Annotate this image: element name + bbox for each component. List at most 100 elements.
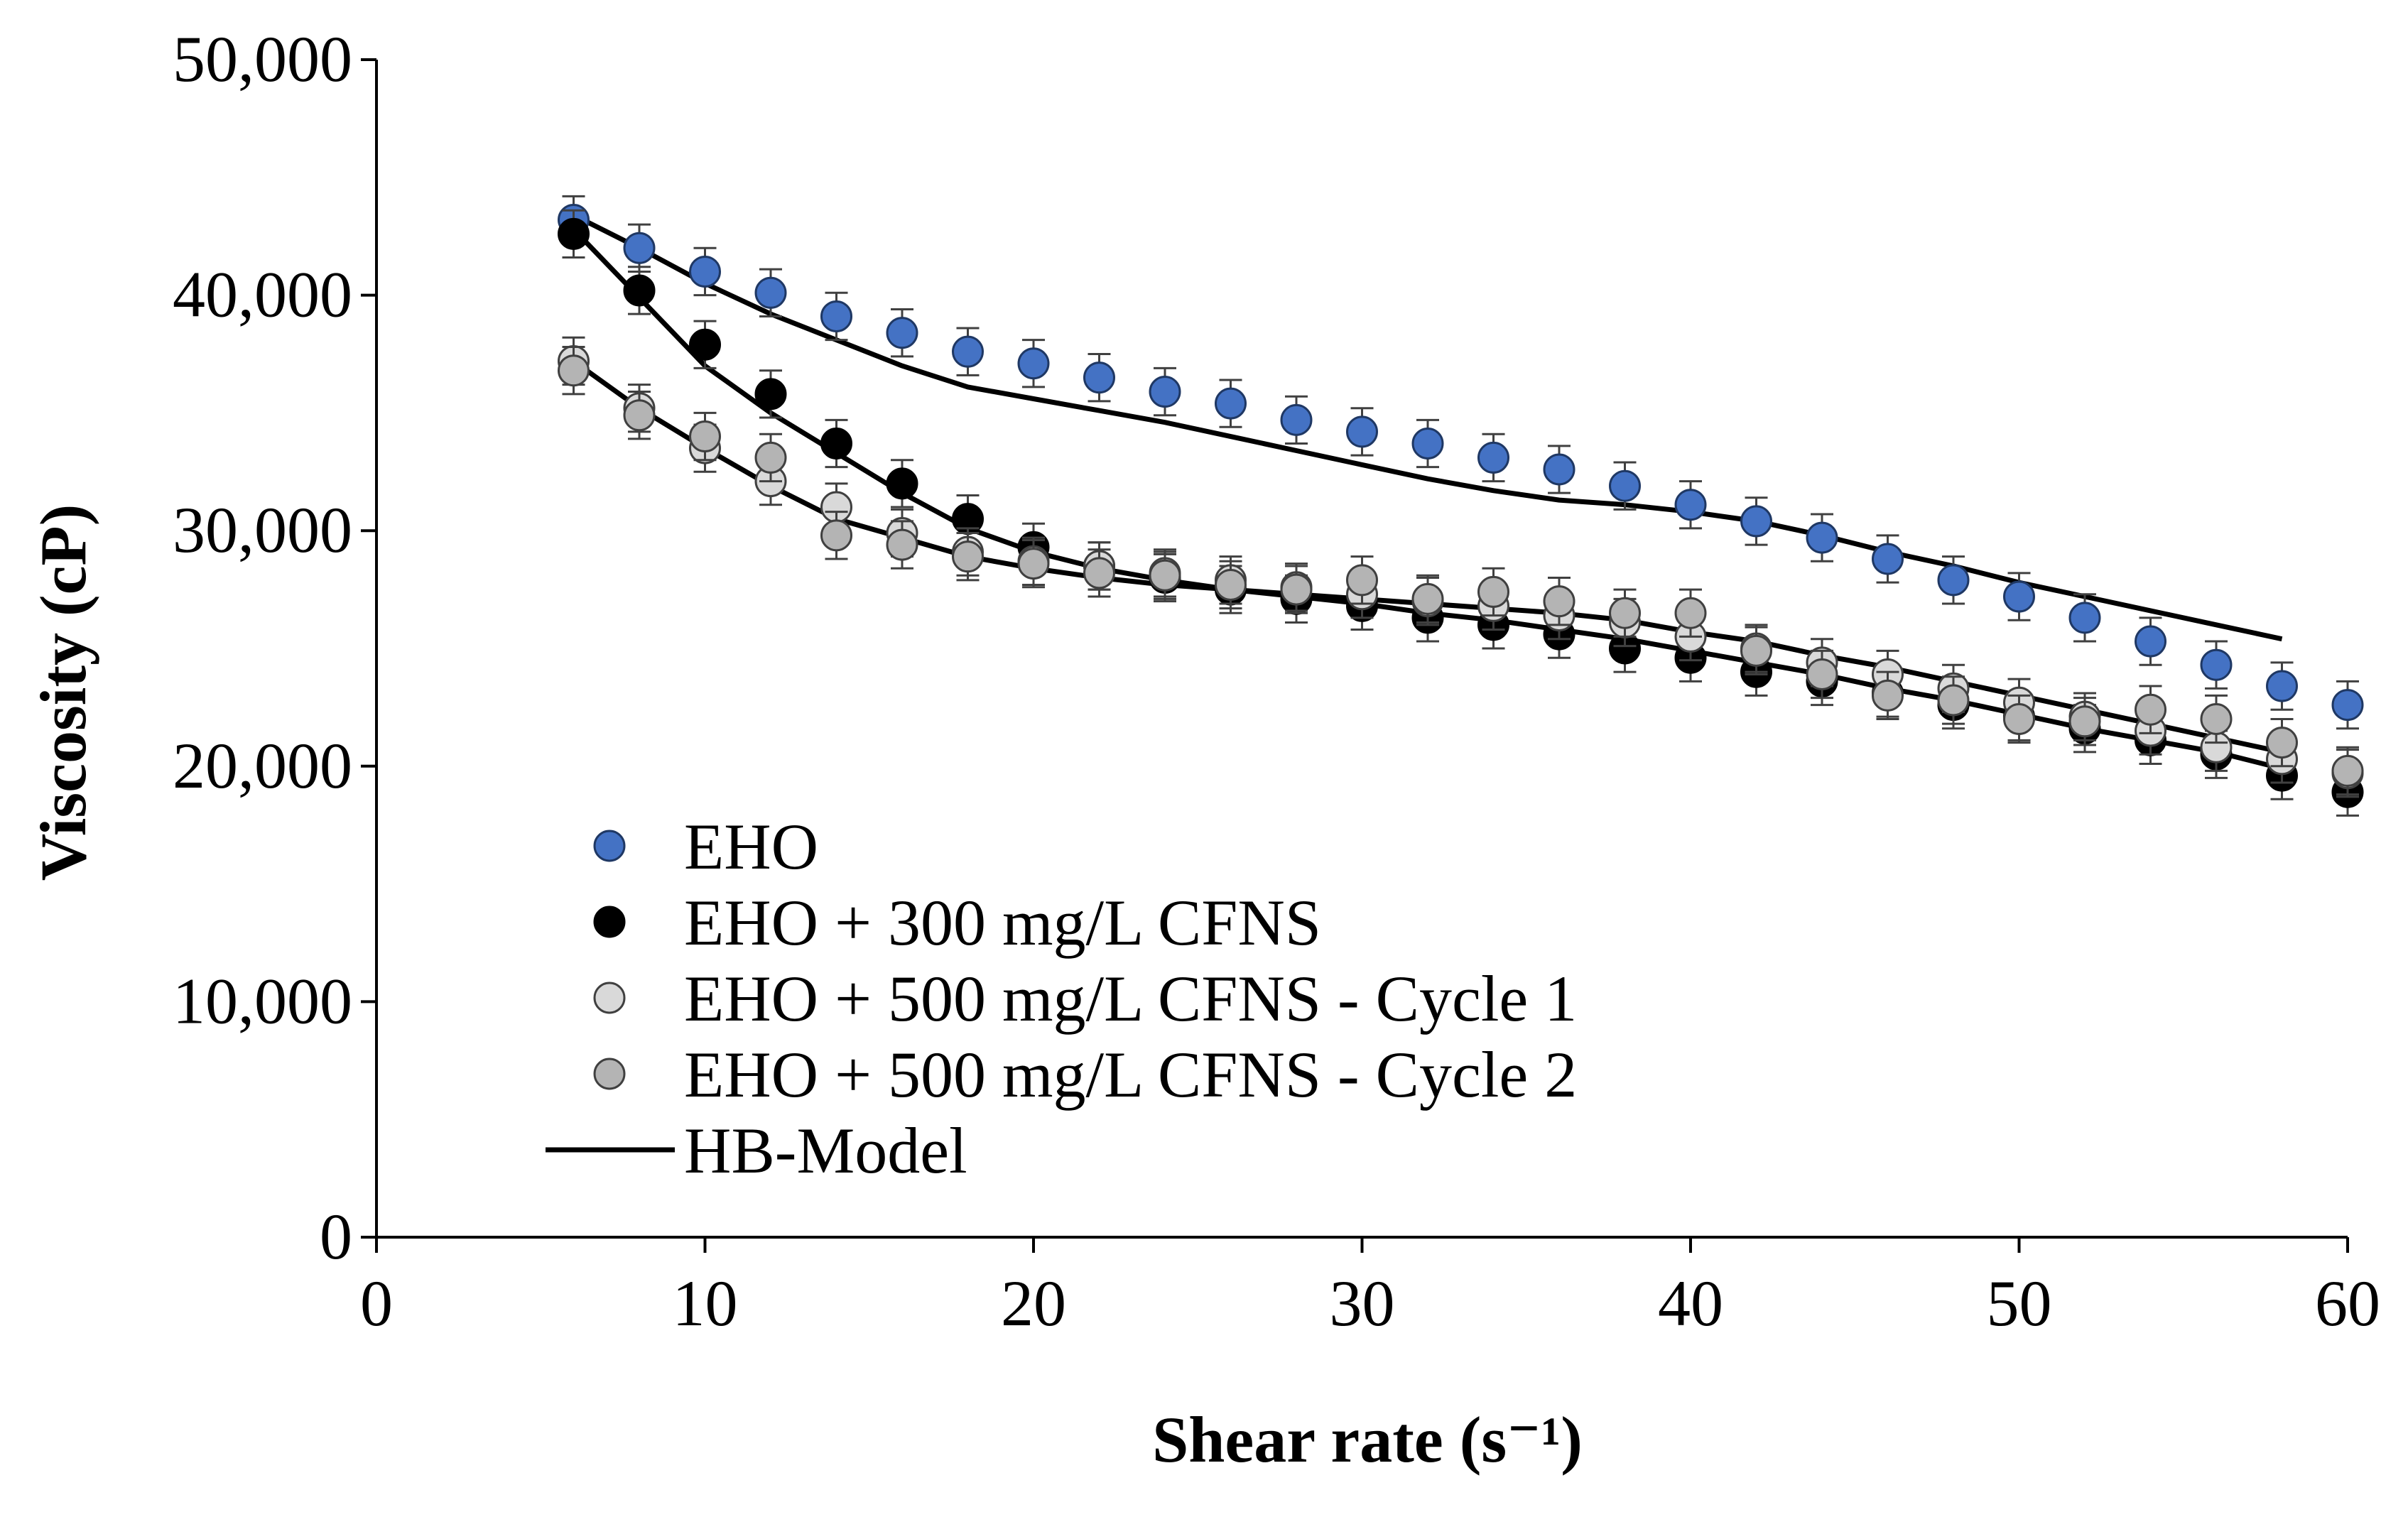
data-point	[820, 428, 852, 460]
data-point	[2003, 702, 2035, 735]
data-point	[1083, 361, 1115, 394]
data-point	[2200, 702, 2233, 735]
x-tick-label: 20	[1001, 1267, 1066, 1339]
data-point	[1411, 582, 1444, 615]
y-tick-label: 0	[320, 1200, 352, 1273]
data-point	[1543, 585, 1575, 618]
axes	[361, 58, 2349, 1253]
data-point	[2331, 754, 2364, 787]
data-point	[1609, 469, 1641, 502]
data-point	[1872, 679, 1904, 712]
data-point	[1149, 376, 1181, 408]
data-point	[1740, 634, 1772, 667]
data-point	[754, 441, 787, 474]
data-point	[1346, 415, 1378, 448]
data-point	[1280, 403, 1313, 436]
data-point	[1872, 543, 1904, 575]
data-point	[2003, 580, 2035, 613]
legend-label: EHO + 300 mg/L CFNS	[684, 886, 1321, 959]
data-point	[2266, 727, 2298, 759]
legend-marker	[593, 830, 626, 862]
data-point	[623, 232, 656, 264]
legend-label: EHO	[684, 810, 818, 883]
data-point	[1215, 387, 1247, 420]
tick-labels: 0 10,000 20,000 30,000 40,000 50,000 0 10 20 30 40…	[173, 23, 2380, 1339]
data-point	[623, 274, 656, 307]
data-point	[1411, 428, 1444, 460]
y-tick-label: 50,000	[173, 23, 352, 95]
legend-marker	[593, 906, 626, 938]
data-point	[886, 317, 918, 349]
data-point	[952, 540, 984, 573]
y-tick-label: 40,000	[173, 259, 352, 331]
legend-item: EHO + 500 mg/L CFNS - Cycle 2	[593, 1038, 1577, 1111]
data-point	[952, 335, 984, 368]
legend-label: EHO + 500 mg/L CFNS - Cycle 1	[684, 962, 1577, 1035]
data-point	[2068, 705, 2101, 738]
hb-model-line-1	[572, 212, 2283, 642]
x-tick-label: 0	[360, 1267, 393, 1339]
legend-item: EHO + 300 mg/L CFNS	[593, 886, 1321, 959]
y-tick-label: 10,000	[173, 964, 352, 1037]
data-point	[2135, 625, 2166, 658]
series-1	[558, 195, 2364, 730]
data-point	[1674, 489, 1707, 521]
data-point	[886, 528, 918, 561]
legend-label: EHO + 500 mg/L CFNS - Cycle 2	[684, 1038, 1577, 1111]
data-point	[820, 300, 852, 332]
data-point	[2331, 689, 2364, 722]
data-point	[886, 467, 918, 500]
data-point	[754, 378, 787, 410]
data-point	[1477, 441, 1509, 474]
legend-item: HB-Model	[546, 1114, 967, 1187]
model-lines	[571, 212, 2283, 771]
data-point	[1346, 564, 1378, 597]
data-point	[1083, 557, 1115, 589]
data-point	[754, 276, 787, 309]
y-tick-label: 30,000	[173, 494, 352, 566]
data-point	[1674, 597, 1707, 629]
data-point	[1740, 505, 1772, 538]
data-point	[1937, 684, 1970, 717]
data-point	[2068, 602, 2101, 634]
x-tick-label: 60	[2315, 1267, 2380, 1339]
data-point	[689, 420, 721, 453]
series-4	[558, 346, 2364, 796]
data-point	[558, 354, 590, 387]
data-points	[558, 195, 2364, 817]
legend-item: EHO + 500 mg/L CFNS - Cycle 1	[593, 962, 1577, 1035]
legend-item: EHO	[593, 810, 818, 883]
data-point	[1609, 597, 1641, 629]
data-point	[689, 328, 721, 361]
y-tick-label: 20,000	[173, 729, 352, 802]
y-axis-title: Viscosity (cP)	[27, 504, 99, 881]
data-point	[1806, 658, 1838, 690]
x-axis-title: Shear rate (s⁻¹)	[1152, 1403, 1583, 1476]
data-point	[820, 519, 852, 552]
data-point	[1017, 347, 1050, 380]
x-tick-label: 50	[1987, 1267, 2052, 1339]
x-tick-label: 40	[1658, 1267, 1723, 1339]
data-point	[1280, 573, 1313, 606]
data-point	[1543, 453, 1575, 486]
data-point	[2200, 648, 2233, 681]
data-point	[623, 399, 656, 432]
legend-marker	[593, 1057, 626, 1090]
legend-marker	[593, 982, 626, 1014]
data-point	[689, 255, 721, 288]
data-point	[2266, 670, 2298, 702]
data-point	[1937, 564, 1970, 597]
data-point	[1806, 521, 1838, 554]
data-point	[1477, 575, 1509, 608]
x-tick-label: 30	[1330, 1267, 1395, 1339]
data-point	[1017, 548, 1050, 580]
data-point	[1215, 568, 1247, 601]
data-point	[2135, 693, 2166, 726]
data-point	[1149, 559, 1181, 592]
x-tick-label: 10	[673, 1267, 738, 1339]
legend-label: HB-Model	[684, 1114, 967, 1187]
data-point	[558, 217, 590, 250]
